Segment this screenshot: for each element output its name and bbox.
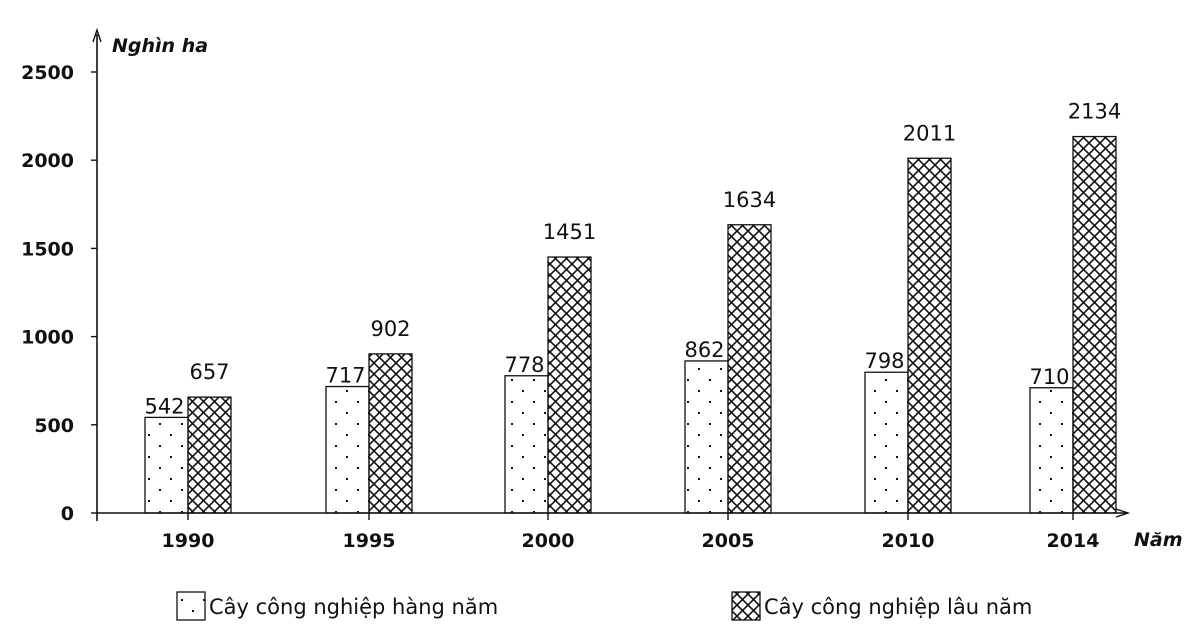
data-label-hang-nam: 778 bbox=[504, 353, 544, 377]
x-axis-label: Năm bbox=[1134, 529, 1183, 551]
y-tick-label: 1000 bbox=[21, 327, 74, 349]
legend-swatch-dots bbox=[176, 591, 206, 621]
x-tick-label: 2010 bbox=[882, 530, 935, 552]
data-label-hang-nam: 710 bbox=[1029, 365, 1069, 389]
y-tick-label: 1500 bbox=[21, 238, 74, 260]
x-tick-label: 1990 bbox=[162, 530, 215, 552]
bar-hang-nam-2005 bbox=[684, 360, 729, 514]
y-tick-label: 0 bbox=[61, 503, 74, 525]
bar-hang-nam-2000 bbox=[504, 375, 549, 514]
y-tick-label: 500 bbox=[34, 415, 74, 437]
data-label-lau-nam: 2134 bbox=[1068, 100, 1121, 124]
legend: Cây công nghiệp hàng năm Cây công nghiệp … bbox=[176, 591, 1032, 621]
data-label-hang-nam: 542 bbox=[144, 394, 184, 418]
data-label-lau-nam: 1451 bbox=[543, 220, 596, 244]
data-label-lau-nam: 2011 bbox=[903, 121, 956, 145]
x-axis-arrow bbox=[1115, 508, 1131, 518]
y-axis-arrow bbox=[92, 27, 102, 43]
x-tick-label: 2005 bbox=[702, 530, 755, 552]
data-label-hang-nam: 862 bbox=[684, 338, 724, 362]
bar-hang-nam-1990 bbox=[144, 416, 189, 514]
bar-hang-nam-2014 bbox=[1029, 387, 1074, 514]
bar-lau-nam-2005 bbox=[727, 224, 772, 514]
x-tick-label: 1995 bbox=[343, 530, 396, 552]
legend-swatch-crosshatch bbox=[731, 591, 761, 621]
axes: Nghìn ha Năm 0 500 1000 1500 2000 2500 1990 1995 2… bbox=[21, 27, 1183, 552]
data-label-hang-nam: 798 bbox=[864, 349, 904, 373]
data-label-lau-nam: 902 bbox=[370, 317, 410, 341]
data-label-hang-nam: 717 bbox=[325, 364, 365, 388]
x-tick-label: 2000 bbox=[522, 530, 575, 552]
bar-lau-nam-2000 bbox=[547, 256, 592, 514]
bar-lau-nam-1990 bbox=[187, 396, 232, 514]
bar-lau-nam-2010 bbox=[907, 157, 952, 514]
bar-hang-nam-1995 bbox=[325, 385, 370, 514]
bar-hang-nam-2010 bbox=[864, 371, 909, 514]
bar-lau-nam-2014 bbox=[1072, 135, 1117, 514]
legend-label-hang-nam: Cây công nghiệp hàng năm bbox=[209, 595, 498, 619]
data-label-lau-nam: 1634 bbox=[723, 188, 776, 212]
y-tick-label: 2000 bbox=[21, 150, 74, 172]
legend-label-lau-nam: Cây công nghiệp lâu năm bbox=[764, 595, 1032, 619]
bar-lau-nam-1995 bbox=[368, 353, 413, 514]
y-tick-label: 2500 bbox=[21, 62, 74, 84]
data-label-lau-nam: 657 bbox=[189, 360, 229, 384]
x-tick-label: 2014 bbox=[1047, 530, 1100, 552]
y-axis-label: Nghìn ha bbox=[112, 35, 208, 57]
